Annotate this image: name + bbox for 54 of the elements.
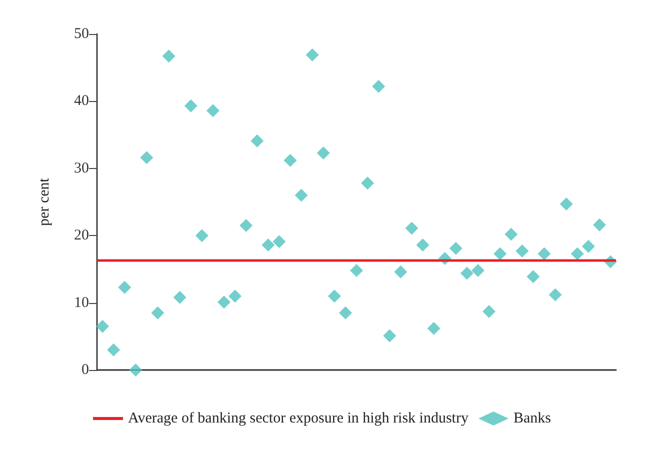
point xyxy=(162,50,176,63)
point xyxy=(482,305,496,318)
point xyxy=(361,176,374,190)
y-tick-label: 10 xyxy=(74,294,89,311)
point xyxy=(592,218,606,232)
point xyxy=(306,48,319,62)
point xyxy=(284,154,297,167)
point xyxy=(372,80,386,93)
point xyxy=(184,99,198,112)
point xyxy=(538,247,551,260)
point xyxy=(206,104,220,118)
point xyxy=(96,320,110,333)
point xyxy=(548,288,562,302)
point xyxy=(460,266,474,280)
y-tick-label: 50 xyxy=(74,26,89,42)
point xyxy=(272,235,286,248)
point xyxy=(405,222,418,235)
point xyxy=(516,244,529,258)
point xyxy=(449,242,462,255)
point xyxy=(560,198,573,211)
point xyxy=(173,290,186,304)
point xyxy=(294,188,308,202)
point xyxy=(416,238,430,252)
y-tick-label: 40 xyxy=(74,93,89,110)
point xyxy=(107,343,120,356)
point xyxy=(526,270,540,284)
y-axis-title: per cent xyxy=(36,177,52,226)
point xyxy=(140,151,154,164)
legend-label: Average of banking sector exposure in high risk industry xyxy=(128,410,469,426)
legend-label: Banks xyxy=(513,410,552,426)
point xyxy=(228,290,242,303)
point xyxy=(394,265,408,278)
point xyxy=(195,229,208,242)
point xyxy=(328,290,341,303)
point xyxy=(338,306,352,320)
point xyxy=(262,238,275,252)
point xyxy=(570,247,584,260)
point xyxy=(129,364,142,376)
point xyxy=(118,280,132,294)
point xyxy=(383,329,396,342)
point xyxy=(240,219,253,232)
point xyxy=(316,146,330,160)
y-tick-label: 0 xyxy=(82,362,89,378)
point xyxy=(494,247,507,260)
point xyxy=(350,264,363,278)
point xyxy=(151,306,164,320)
point xyxy=(582,240,595,253)
point xyxy=(250,134,264,148)
point xyxy=(504,228,518,241)
point xyxy=(471,264,484,278)
point xyxy=(217,296,230,309)
y-tick-label: 20 xyxy=(74,228,89,244)
point xyxy=(427,322,440,335)
y-tick-label: 30 xyxy=(74,160,89,176)
